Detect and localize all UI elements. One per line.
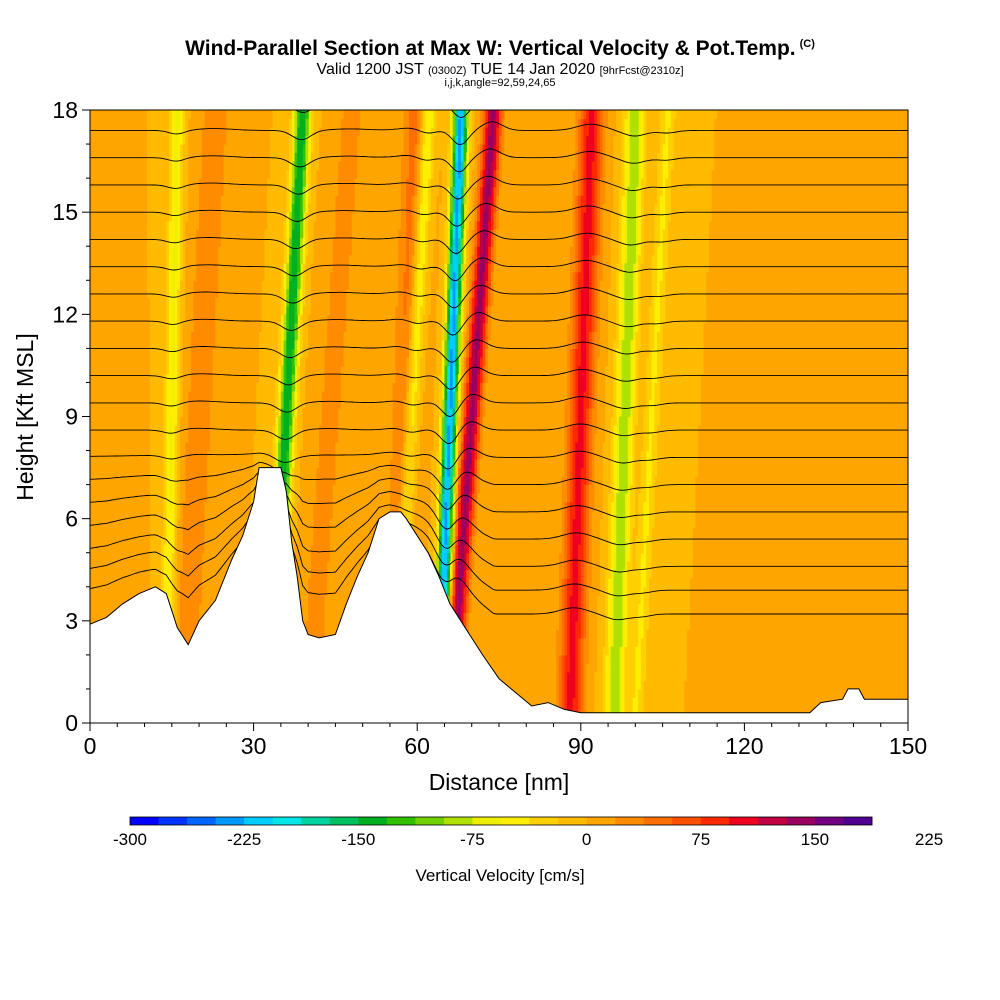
- x-tick-label: 120: [725, 733, 763, 759]
- colorbar-swatch: [272, 817, 302, 825]
- colorbar-swatch: [187, 817, 217, 825]
- colorbar-swatch: [757, 817, 787, 825]
- colorbar-swatch: [415, 817, 445, 825]
- colorbar-tick-label: 150: [801, 830, 829, 849]
- colorbar-swatch: [643, 817, 673, 825]
- colorbar-swatch: [358, 817, 388, 825]
- y-tick-label: 3: [65, 608, 78, 634]
- colorbar-swatch: [301, 817, 331, 825]
- colorbar-swatch: [700, 817, 730, 825]
- colorbar-swatch: [329, 817, 359, 825]
- chart-params: i,j,k,angle=92,59,24,65: [0, 77, 1000, 89]
- x-tick-label: 0: [84, 733, 97, 759]
- potential-temperature-contours: [90, 110, 908, 621]
- colorbar-swatch: [843, 817, 873, 825]
- colorbar-tick-label: 225: [915, 830, 943, 849]
- colorbar-swatch: [586, 817, 616, 825]
- colorbar-swatch: [443, 817, 473, 825]
- colorbar-tick-label: 75: [691, 830, 710, 849]
- axes: 0 30 60 90 120 150 0 3 6 9 12 15 18: [52, 97, 927, 759]
- y-tick-label: 12: [52, 301, 78, 327]
- colorbar-swatch: [615, 817, 645, 825]
- colorbar-tick-label: 0: [582, 830, 591, 849]
- colorbar-swatch: [529, 817, 559, 825]
- x-tick-label: 150: [889, 733, 927, 759]
- x-axis-label: Distance [nm]: [429, 769, 570, 795]
- y-tick-label: 9: [65, 404, 78, 430]
- x-tick-label: 60: [404, 733, 430, 759]
- colorbar-swatch: [501, 817, 530, 825]
- colorbar-tick-label: -225: [227, 830, 261, 849]
- colorbar: -300 -225 -150 -75 0 75 150 225: [113, 816, 943, 849]
- colorbar-swatch: [558, 817, 588, 825]
- colorbar-label: Vertical Velocity [cm/s]: [415, 866, 584, 885]
- colorbar-swatch: [672, 817, 702, 825]
- colorbar-tick-label: -150: [341, 830, 375, 849]
- colorbar-swatch: [814, 817, 844, 825]
- colorbar-tick-label: -75: [460, 830, 485, 849]
- colorbar-swatch: [729, 817, 759, 825]
- colorbar-swatch: [786, 817, 816, 825]
- y-tick-label: 15: [52, 199, 78, 225]
- colorbar-tick-label: -300: [113, 830, 147, 849]
- y-tick-label: 18: [52, 97, 78, 123]
- chart-subtitle: Valid 1200 JST (0300Z) TUE 14 Jan 2020 […: [0, 61, 1000, 79]
- y-tick-label: 6: [65, 506, 78, 532]
- colorbar-swatch: [130, 817, 159, 825]
- terrain: [90, 467, 908, 723]
- x-tick-label: 90: [568, 733, 594, 759]
- y-axis-label: Height [Kft MSL]: [12, 333, 38, 500]
- colorbar-swatch: [472, 817, 502, 825]
- colorbar-swatch: [158, 817, 188, 825]
- y-tick-label: 0: [65, 710, 78, 736]
- colorbar-swatch: [386, 817, 416, 825]
- colorbar-swatch: [244, 817, 274, 825]
- x-tick-label: 30: [241, 733, 267, 759]
- colorbar-swatch: [215, 817, 245, 825]
- chart-title: Wind-Parallel Section at Max W: Vertical…: [0, 37, 1000, 61]
